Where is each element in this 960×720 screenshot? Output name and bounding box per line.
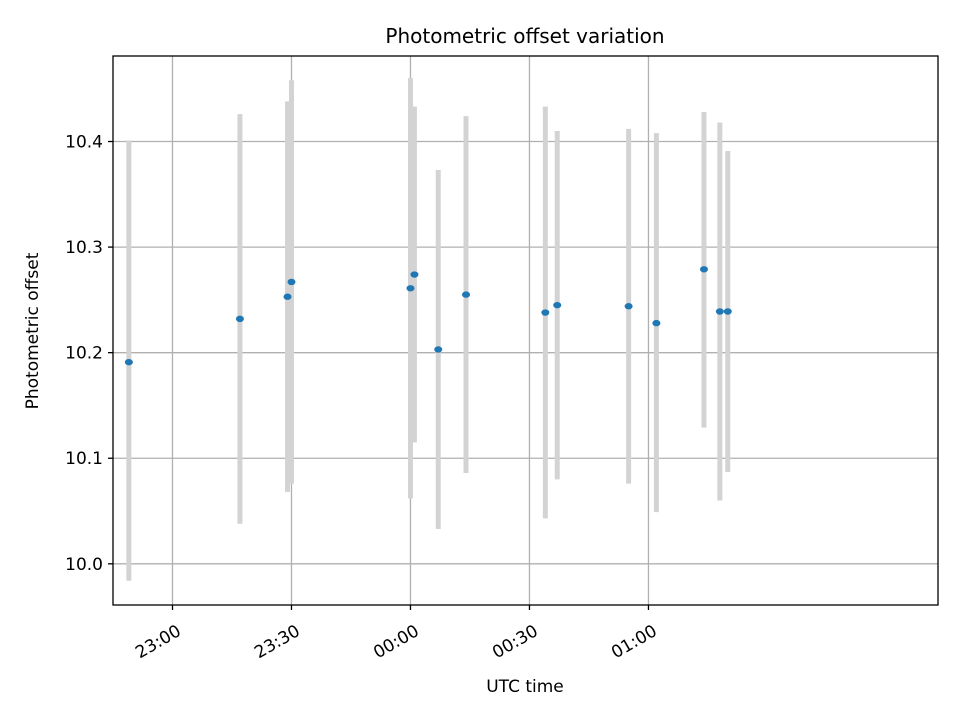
data-point <box>434 346 443 353</box>
data-point <box>541 309 550 316</box>
y-axis-label: Photometric offset <box>23 252 43 409</box>
data-point <box>283 293 292 300</box>
y-tick-label: 10.3 <box>65 238 103 258</box>
data-points <box>124 266 732 366</box>
data-point <box>624 303 633 310</box>
data-point <box>462 291 471 298</box>
data-point <box>699 266 708 273</box>
data-point <box>124 358 133 366</box>
data-point <box>235 315 244 323</box>
y-tick-label: 10.4 <box>65 133 103 153</box>
data-point <box>652 319 661 327</box>
data-point <box>715 308 724 315</box>
plot-frame <box>112 55 939 606</box>
y-tick-label: 10.2 <box>65 344 103 364</box>
data-point <box>287 278 296 286</box>
data-point <box>553 301 562 309</box>
data-point <box>410 271 419 278</box>
data-point <box>723 308 732 315</box>
plot-area <box>113 56 938 605</box>
data-point <box>406 285 415 292</box>
y-tick-label: 10.1 <box>65 449 103 469</box>
chart-title: Photometric offset variation <box>385 24 664 48</box>
y-tick-label: 10.0 <box>65 555 103 575</box>
x-axis-label: UTC time <box>486 677 564 697</box>
